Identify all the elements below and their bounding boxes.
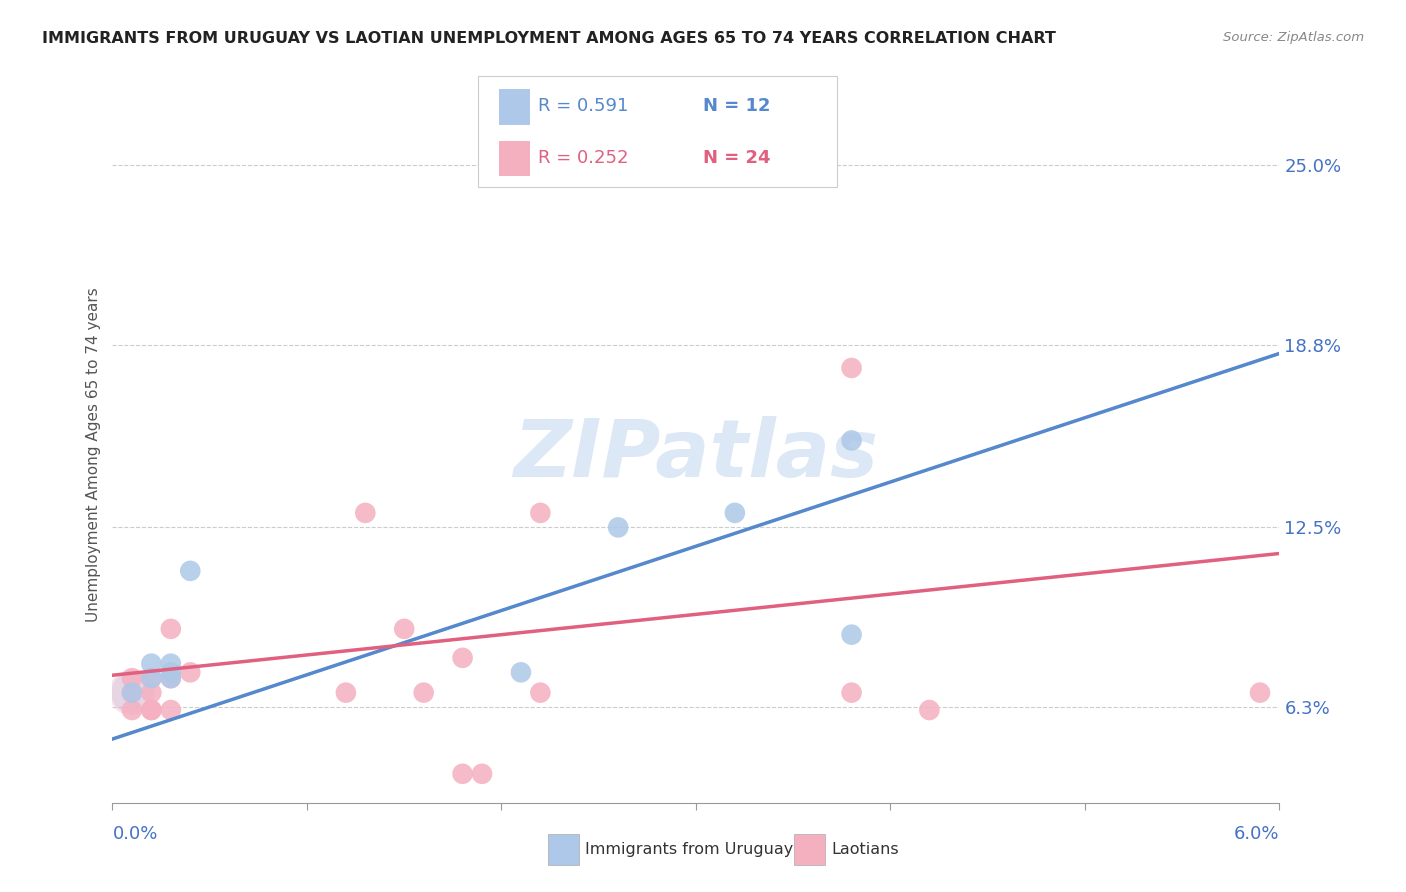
Text: Immigrants from Uruguay: Immigrants from Uruguay — [585, 842, 793, 857]
Point — [141, 671, 163, 685]
Point — [529, 685, 551, 699]
Text: 0.0%: 0.0% — [112, 825, 157, 843]
Point — [141, 685, 163, 699]
Point — [841, 685, 863, 699]
Point — [841, 361, 863, 376]
Point — [724, 506, 747, 520]
Point — [160, 657, 183, 671]
Point — [451, 651, 474, 665]
Point — [918, 703, 941, 717]
Text: R = 0.252: R = 0.252 — [538, 149, 628, 167]
Point — [121, 685, 143, 699]
Point — [160, 703, 183, 717]
Point — [121, 671, 143, 685]
Point — [529, 506, 551, 520]
Point — [179, 564, 201, 578]
Text: Source: ZipAtlas.com: Source: ZipAtlas.com — [1223, 31, 1364, 45]
Point — [179, 665, 201, 680]
Point — [121, 703, 143, 717]
Point — [141, 657, 163, 671]
Text: Laotians: Laotians — [831, 842, 898, 857]
Point — [412, 685, 434, 699]
Point — [141, 703, 163, 717]
Point — [451, 766, 474, 781]
Text: N = 24: N = 24 — [703, 149, 770, 167]
Point — [841, 434, 863, 448]
Point — [121, 685, 143, 699]
Text: N = 12: N = 12 — [703, 97, 770, 115]
Point — [471, 766, 494, 781]
Point — [141, 703, 163, 717]
Text: R = 0.591: R = 0.591 — [538, 97, 628, 115]
Point — [354, 506, 377, 520]
Point — [160, 665, 183, 680]
Text: IMMIGRANTS FROM URUGUAY VS LAOTIAN UNEMPLOYMENT AMONG AGES 65 TO 74 YEARS CORREL: IMMIGRANTS FROM URUGUAY VS LAOTIAN UNEMP… — [42, 31, 1056, 46]
Point — [160, 671, 183, 685]
Point — [1249, 685, 1271, 699]
Y-axis label: Unemployment Among Ages 65 to 74 years: Unemployment Among Ages 65 to 74 years — [86, 287, 101, 623]
Point — [121, 685, 143, 699]
Point — [141, 671, 163, 685]
Point — [841, 628, 863, 642]
Point — [160, 671, 183, 685]
Point — [509, 665, 531, 680]
Text: 6.0%: 6.0% — [1234, 825, 1279, 843]
Point — [607, 520, 630, 534]
Text: ZIPatlas: ZIPatlas — [513, 416, 879, 494]
Point — [121, 685, 143, 699]
Point — [392, 622, 416, 636]
Point — [335, 685, 357, 699]
Point — [160, 622, 183, 636]
